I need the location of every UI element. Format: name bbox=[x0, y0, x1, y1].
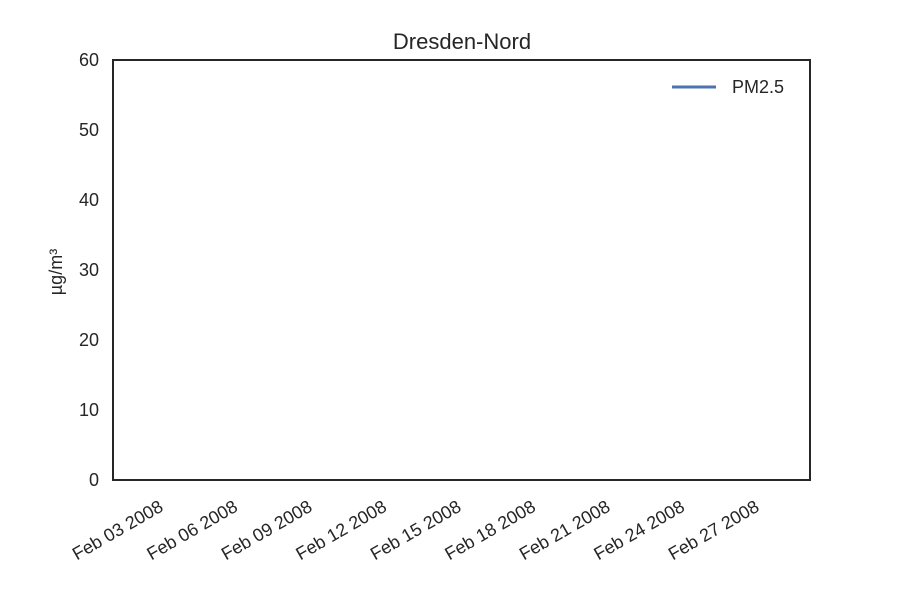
legend-label-pm25: PM2.5 bbox=[732, 77, 784, 97]
y-tick-label: 10 bbox=[79, 400, 99, 420]
y-tick-label: 30 bbox=[79, 260, 99, 280]
legend: PM2.5 bbox=[672, 77, 784, 97]
y-tick-label: 20 bbox=[79, 330, 99, 350]
chart-title: Dresden-Nord bbox=[393, 29, 531, 54]
y-tick-label: 40 bbox=[79, 190, 99, 210]
y-axis-label: µg/m³ bbox=[46, 249, 66, 295]
y-tick-label: 50 bbox=[79, 120, 99, 140]
y-ticks: 0 10 20 30 40 50 60 bbox=[79, 50, 99, 490]
y-tick-label: 60 bbox=[79, 50, 99, 70]
y-tick-label: 0 bbox=[89, 470, 99, 490]
plot-area bbox=[112, 59, 811, 481]
